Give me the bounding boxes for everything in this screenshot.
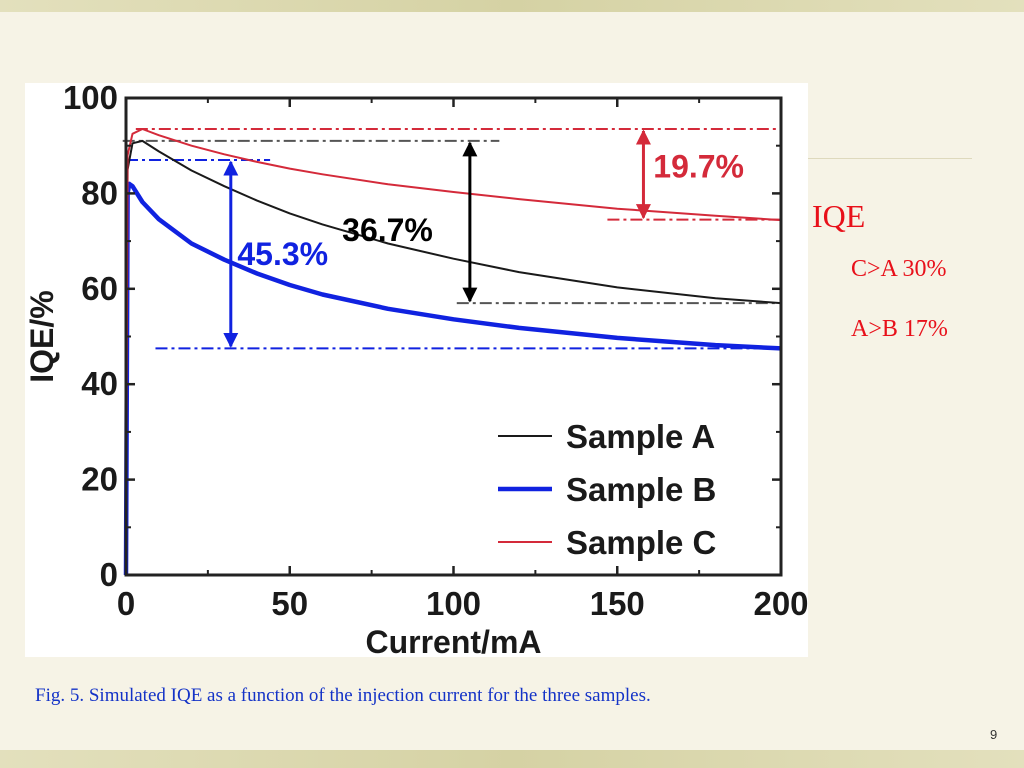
y-tick-label-3: 60 xyxy=(81,270,118,307)
y-tick-label-2: 40 xyxy=(81,365,118,402)
x-tick-label-1: 50 xyxy=(271,585,308,622)
y-tick-label-4: 80 xyxy=(81,174,118,211)
difference-label-background xyxy=(647,146,751,187)
series-line-sample-b xyxy=(123,181,782,576)
legend-label-2: Sample C xyxy=(566,524,716,561)
figure-panel: 19.7% 36.7% 45.3% 0 50 100 150 200 0 20 40 60 80 100 C… xyxy=(25,83,808,657)
note-a-vs-b: A>B 17% xyxy=(851,316,948,342)
y-tick-label-5: 100 xyxy=(63,83,118,116)
top-decorative-band xyxy=(0,0,1024,12)
x-tick-label-0: 0 xyxy=(117,585,135,622)
iqe-line-chart: 19.7%36.7%45.3%0 50 100 150 200020406080100C… xyxy=(25,83,808,657)
x-axis-label: Current/mA xyxy=(365,624,541,657)
slide-number: 9 xyxy=(990,727,998,742)
legend-label-1: Sample B xyxy=(566,471,716,508)
y-tick-label-0: 0 xyxy=(100,556,118,593)
bottom-decorative-band xyxy=(0,750,1024,768)
series-line-sample-a xyxy=(125,139,782,576)
note-c-vs-a: C>A 30% xyxy=(851,256,947,282)
figure-caption: Fig. 5. Simulated IQE as a function of t… xyxy=(35,685,651,706)
series-line-sample-c xyxy=(125,128,782,576)
difference-label-2: 45.3% xyxy=(237,236,328,272)
legend-label-0: Sample A xyxy=(566,418,715,455)
x-tick-label-2: 100 xyxy=(426,585,481,622)
y-tick-label-1: 20 xyxy=(81,461,118,498)
side-title: IQE xyxy=(812,198,866,234)
y-axis-label: IQE/% xyxy=(25,290,60,382)
difference-label-1: 36.7% xyxy=(342,212,433,248)
decorative-rule xyxy=(800,158,972,159)
x-tick-label-4: 200 xyxy=(753,585,808,622)
x-tick-label-3: 150 xyxy=(590,585,645,622)
difference-label-0: 19.7% xyxy=(653,149,744,185)
